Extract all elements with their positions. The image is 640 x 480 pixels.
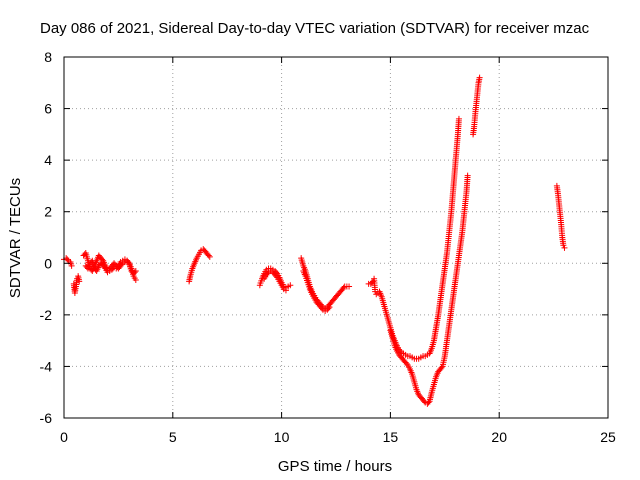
x-axis-title: GPS time / hours bbox=[278, 458, 392, 475]
data-point bbox=[132, 277, 139, 284]
y-tick-label: 4 bbox=[44, 152, 52, 168]
x-tick-label: 20 bbox=[491, 429, 507, 445]
data-point bbox=[340, 284, 347, 291]
y-tick-label: 2 bbox=[44, 204, 52, 220]
y-tick-label: -6 bbox=[40, 410, 53, 426]
y-axis-title: SDTVAR / TECUs bbox=[7, 178, 24, 298]
data-point bbox=[421, 398, 428, 405]
data-points bbox=[61, 74, 568, 407]
grid-lines bbox=[64, 57, 608, 418]
data-point bbox=[464, 172, 471, 179]
data-point bbox=[455, 115, 462, 122]
x-tick-label: 10 bbox=[274, 429, 290, 445]
data-point bbox=[68, 262, 75, 269]
plot-frame bbox=[63, 56, 609, 419]
data-point bbox=[76, 278, 83, 285]
data-point bbox=[206, 253, 213, 260]
y-tick-label: 6 bbox=[44, 101, 52, 117]
y-tick-label: 8 bbox=[44, 49, 52, 65]
axis-ticks: 0 5 10 15 20 25 -6 -4 -2 0 2 4 6 8 bbox=[40, 49, 616, 445]
x-tick-label: 5 bbox=[169, 429, 177, 445]
y-tick-label: -2 bbox=[40, 307, 53, 323]
data-point bbox=[425, 399, 432, 406]
y-tick-label: 0 bbox=[44, 255, 52, 271]
data-point bbox=[101, 264, 108, 271]
data-point bbox=[99, 256, 106, 263]
data-point bbox=[205, 252, 212, 259]
x-tick-label: 25 bbox=[600, 429, 616, 445]
data-point bbox=[64, 256, 71, 263]
data-point bbox=[560, 242, 567, 249]
data-point bbox=[561, 244, 568, 251]
y-tick-label: -4 bbox=[40, 358, 53, 374]
data-point bbox=[318, 305, 325, 312]
x-tick-label: 15 bbox=[383, 429, 399, 445]
data-point bbox=[346, 283, 353, 290]
data-point bbox=[438, 364, 445, 371]
x-tick-label: 0 bbox=[60, 429, 68, 445]
data-point bbox=[282, 287, 289, 294]
data-point bbox=[287, 282, 294, 289]
data-point bbox=[114, 264, 121, 271]
data-point bbox=[264, 270, 271, 277]
data-point bbox=[403, 360, 410, 367]
data-point bbox=[476, 74, 483, 81]
data-point bbox=[325, 305, 332, 312]
data-point bbox=[326, 304, 333, 311]
data-point bbox=[131, 269, 138, 276]
data-point bbox=[273, 273, 280, 280]
data-point bbox=[132, 268, 139, 275]
chart-title: Day 086 of 2021, Sidereal Day-to-day VTE… bbox=[40, 20, 590, 37]
